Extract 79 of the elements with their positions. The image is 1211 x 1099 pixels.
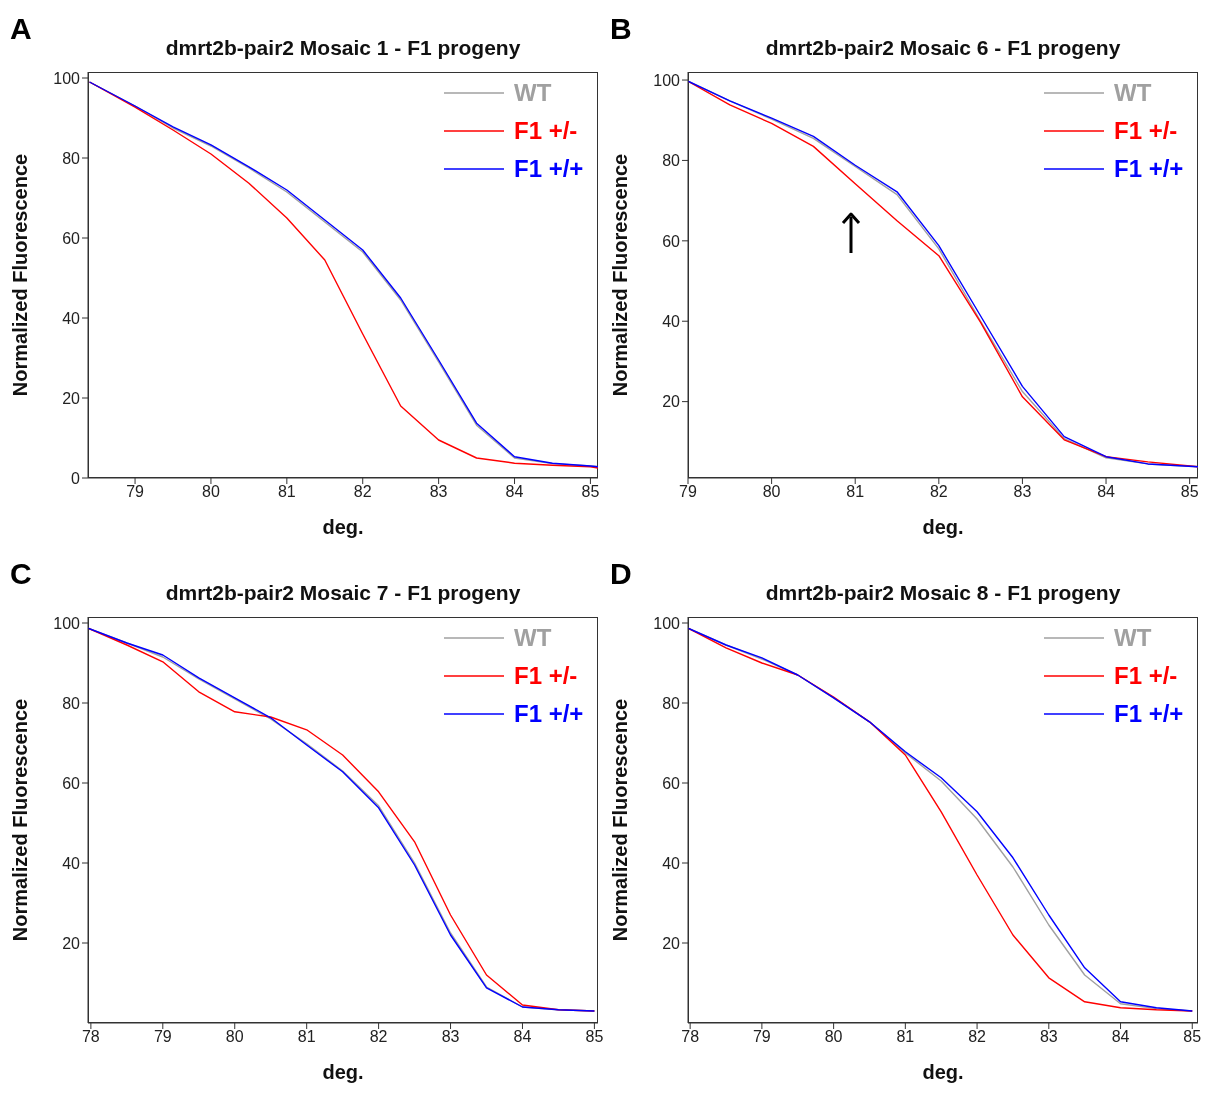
legend-label: F1 +/- [1114,662,1179,690]
y-tick-label: 40 [662,854,681,872]
x-tick-label: 84 [1111,1028,1130,1046]
x-tick-label: 79 [752,1028,771,1046]
y-tick-label: 100 [653,71,681,89]
y-tick-label: 100 [53,69,81,87]
y-tick-label: 40 [62,854,81,872]
x-tick-label: 81 [277,483,296,501]
x-axis-title: deg. [322,516,364,538]
y-tick-label: 100 [653,614,681,632]
y-tick-label: 80 [62,694,81,712]
y-tick-label: 20 [662,393,681,411]
x-tick-label: 83 [1013,483,1032,501]
x-tick-label: 84 [513,1028,532,1046]
text: B [610,12,632,46]
chart-title: dmrt2b-pair2 Mosaic 1 - F1 progeny [164,36,522,60]
x-tick-label: 85 [581,483,600,501]
y-axis-title: Normalized Fluorescence [609,153,632,397]
chart-title: dmrt2b-pair2 Mosaic 6 - F1 progeny [764,36,1122,60]
legend-label: WT [1114,624,1153,652]
legend-label: WT [1114,79,1153,107]
legend-label: F1 +/- [514,662,579,690]
y-axis-title: Normalized Fluorescence [9,698,32,942]
x-tick-label: 83 [441,1028,460,1046]
x-tick-label: 80 [824,1028,843,1046]
x-tick-label: 84 [505,483,524,501]
y-tick-label: 80 [662,694,681,712]
y-tick-label: 60 [62,774,81,792]
x-tick-label: 80 [762,483,781,501]
y-tick-label: 20 [62,934,81,952]
legend-label: F1 +/+ [1114,700,1185,728]
x-tick-label: 79 [126,483,145,501]
text: D [610,557,632,591]
x-tick-label: 85 [1180,483,1199,501]
chart-title: dmrt2b-pair2 Mosaic 7 - F1 progeny [164,581,522,605]
x-tick-label: 79 [679,483,697,501]
x-axis-title: deg. [322,1061,364,1083]
y-tick-label: 80 [662,152,681,170]
y-tick-label: 40 [62,309,81,327]
legend-label: F1 +/+ [514,155,585,183]
y-tick-label: 40 [662,312,681,330]
x-tick-label: 80 [202,483,220,501]
legend-label: WT [514,624,553,652]
legend-label: F1 +/+ [514,700,585,728]
x-tick-label: 81 [896,1028,915,1046]
x-tick-label: 85 [585,1028,604,1046]
legend-label: WT [514,79,553,107]
x-tick-label: 81 [846,483,865,501]
x-tick-label: 84 [1097,483,1116,501]
y-tick-label: 20 [62,389,81,407]
text: A [10,12,32,46]
x-axis-title: deg. [922,516,964,538]
y-tick-label: 100 [53,614,81,632]
y-tick-label: 0 [71,469,81,487]
x-tick-label: 83 [1039,1028,1058,1046]
chart-title: dmrt2b-pair2 Mosaic 8 - F1 progeny [764,581,1122,605]
y-tick-label: 60 [662,232,681,250]
x-tick-label: 82 [353,483,372,501]
x-tick-label: 78 [681,1028,700,1046]
x-tick-label: 82 [369,1028,388,1046]
x-tick-label: 79 [153,1028,172,1046]
legend-label: F1 +/- [1114,117,1179,145]
x-tick-label: 83 [429,483,448,501]
x-tick-label: 80 [225,1028,244,1046]
x-tick-label: 82 [929,483,948,501]
y-axis-title: Normalized Fluorescence [609,698,632,942]
legend-label: F1 +/+ [1114,155,1185,183]
y-axis-title: Normalized Fluorescence [9,153,32,397]
x-tick-label: 82 [968,1028,987,1046]
y-tick-label: 60 [662,774,681,792]
legend-label: F1 +/- [514,117,579,145]
x-tick-label: 85 [1183,1028,1202,1046]
x-tick-label: 78 [81,1028,100,1046]
y-tick-label: 80 [62,149,81,167]
text: C [10,557,32,591]
x-tick-label: 81 [297,1028,316,1046]
x-axis-title: deg. [922,1061,964,1083]
y-tick-label: 60 [62,229,81,247]
y-tick-label: 20 [662,934,681,952]
